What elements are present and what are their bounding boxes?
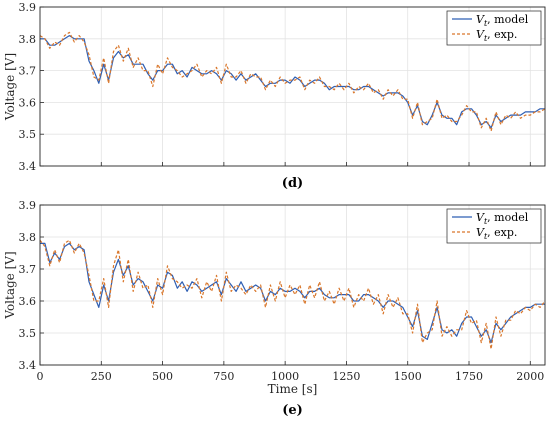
axes-frame	[39, 204, 546, 366]
y-tick-label: 3.7	[19, 263, 37, 276]
y-axis-label: Voltage [V]	[3, 251, 17, 319]
panel-label: (e)	[282, 403, 303, 418]
x-tick-label: 250	[91, 370, 112, 383]
y-tick-label: 3.7	[19, 65, 37, 78]
model-legend-label: Vt, model	[476, 13, 529, 28]
model-legend-label: Vt, model	[476, 211, 529, 226]
chart-panel-d: 3.4 3.5 3.6 3.7 3.8 3.9 Voltage [V] Vt, modelVt…	[3, 1, 546, 191]
x-tick-label: 500	[152, 370, 173, 383]
exp-legend-label: Vt, exp.	[476, 28, 517, 43]
x-tick-label: 1750	[455, 370, 483, 383]
exp-series-line	[39, 239, 546, 350]
x-tick-label: 750	[213, 370, 234, 383]
chart-panel-e: 3.4 3.5 3.6 3.7 3.8 3.9 0 250 500 750 1000 1250 1500…	[3, 199, 546, 418]
panel-label: (d)	[282, 176, 303, 191]
legend-box	[446, 208, 542, 244]
axes-frame	[39, 6, 546, 167]
x-tick-label: 2000	[516, 370, 544, 383]
x-tick-label: 0	[37, 370, 44, 383]
y-tick-label: 3.8	[19, 231, 37, 244]
y-tick-label: 3.4	[19, 160, 37, 173]
x-tick-label: 1250	[332, 370, 360, 383]
y-tick-label: 3.8	[19, 33, 37, 46]
model-series-line	[40, 242, 545, 344]
y-tick-label: 3.5	[19, 128, 37, 141]
y-tick-label: 3.6	[19, 295, 37, 308]
exp-legend-label: Vt, exp.	[476, 226, 517, 241]
y-tick-label: 3.6	[19, 96, 37, 109]
legend-box	[446, 10, 542, 46]
y-tick-label: 3.9	[19, 1, 37, 14]
x-tick-label: 1500	[394, 370, 422, 383]
y-axis-label: Voltage [V]	[3, 53, 17, 121]
y-tick-label: 3.5	[19, 327, 37, 340]
y-tick-label: 3.9	[19, 199, 37, 212]
x-axis-label: Time [s]	[268, 382, 318, 396]
y-tick-label: 3.4	[19, 359, 37, 372]
x-tick-label: 1000	[271, 370, 299, 383]
